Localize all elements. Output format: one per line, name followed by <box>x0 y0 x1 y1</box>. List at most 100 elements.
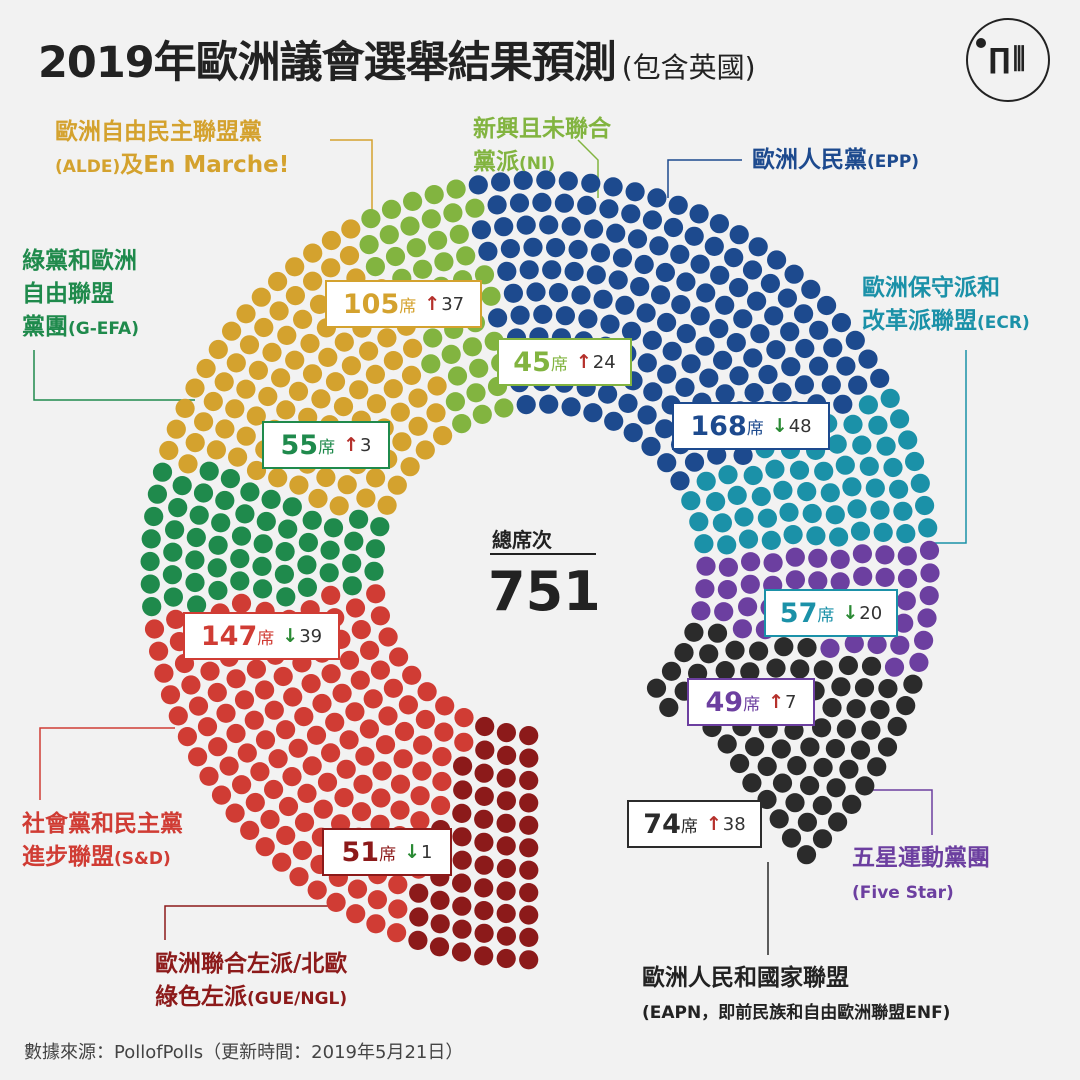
seat-dot-green <box>187 595 207 615</box>
party-abbr: (NI) <box>519 154 556 174</box>
seat-dot-alde <box>236 379 256 399</box>
seat-dot-sd <box>255 837 275 857</box>
seat-dot-epp <box>468 175 488 195</box>
party-name-line2: (Five Star) <box>852 875 990 910</box>
seat-dot-gue <box>452 896 472 916</box>
party-label-green: 綠黨和歐洲 自由聯盟 黨團(G-EFA) <box>22 245 139 346</box>
seat-dot-ecr <box>806 526 826 546</box>
seat-dot-alde <box>159 440 179 461</box>
seat-dot-green <box>208 535 228 555</box>
seat-dot-alde <box>300 333 320 354</box>
seat-dot-epp <box>657 312 677 333</box>
seat-dot-eapn <box>661 661 682 681</box>
seat-dot-eapn <box>684 622 704 642</box>
seat-dot-fivestar <box>875 545 895 565</box>
seat-dot-eapn <box>887 716 907 737</box>
seat-dot-epp <box>709 214 730 234</box>
seat-dot-fivestar <box>808 548 828 568</box>
seat-dot-sd <box>237 743 257 763</box>
seat-dot-sd <box>388 875 408 895</box>
seat-dot-green <box>319 563 339 583</box>
seat-dot-epp <box>690 306 710 326</box>
seat-dot-sd <box>181 675 201 695</box>
seat-dot-epp <box>684 226 704 246</box>
seat-dot-alde <box>277 325 297 345</box>
seat-dot-sd <box>366 584 386 604</box>
seat-dot-gue <box>453 756 473 776</box>
seat-dot-sd <box>334 788 354 808</box>
seat-dot-alde <box>377 495 397 515</box>
seat-dot-gue <box>519 748 539 768</box>
seat-dot-green <box>298 532 318 553</box>
seat-dot-eapn <box>846 699 866 719</box>
seat-dot-sd <box>321 585 341 606</box>
seat-dot-epp <box>760 273 781 294</box>
party-label-eapn: 歐洲人民和國家聯盟 (EAPN，即前民族和自由歐洲聯盟ENF) <box>642 962 950 1030</box>
seat-dot-sd <box>383 678 403 698</box>
seat-dot-ecr <box>898 430 918 450</box>
seat-dot-ni <box>403 191 423 211</box>
seat-dot-alde <box>271 368 291 388</box>
seat-dot-fivestar <box>830 572 850 592</box>
seat-dot-epp <box>662 341 682 361</box>
seat-dot-gue <box>496 858 516 879</box>
seat-dot-ni <box>434 252 454 272</box>
seat-dot-green <box>165 520 185 540</box>
seat-dot-epp <box>564 261 584 282</box>
seat-dot-gue <box>519 770 539 791</box>
seat-dot-eapn <box>855 776 875 796</box>
seat-dot-epp <box>637 353 657 373</box>
seat-dot-ni <box>445 392 465 412</box>
seat-dot-epp <box>577 195 597 215</box>
seat-dot-epp <box>831 313 852 333</box>
seat-dot-fivestar <box>718 557 739 577</box>
seat-dot-green <box>275 542 295 562</box>
seat-box-sd: 147 席 ↓ 39 <box>183 612 340 660</box>
seat-dot-sd <box>363 689 383 709</box>
seat-dot-epp <box>809 320 829 340</box>
seat-dot-eapn <box>749 641 769 661</box>
seat-dot-eapn <box>826 778 846 798</box>
seat-dot-fivestar <box>919 586 939 606</box>
party-name-line2: 自由聯盟 <box>22 281 114 307</box>
seat-dot-epp <box>675 377 695 397</box>
seat-dot-green <box>140 574 160 594</box>
seat-dot-epp <box>590 243 611 263</box>
seat-dot-ni <box>359 235 379 255</box>
seat-dot-sd <box>199 766 219 786</box>
seat-dot-fivestar <box>875 567 895 588</box>
arrow-up-icon: ↑ <box>575 351 592 373</box>
arrow-up-icon: ↑ <box>343 434 360 456</box>
seat-dot-sd <box>302 756 322 776</box>
seat-dot-fivestar <box>852 544 873 564</box>
seat-dot-epp <box>554 193 575 213</box>
party-name-line3: 黨團(G-EFA) <box>22 314 139 340</box>
seat-dot-epp <box>509 193 530 213</box>
seat-dot-epp <box>684 452 705 472</box>
seat-dot-alde <box>206 440 226 460</box>
seat-dot-eapn <box>812 829 833 849</box>
party-name-line1: 新興且未聯合 <box>473 116 611 142</box>
seat-dot-fivestar <box>717 580 738 600</box>
seat-dot-gue <box>452 850 472 870</box>
seat-dot-epp <box>649 236 669 256</box>
seat-dot-fivestar <box>740 574 760 594</box>
seat-dot-ecr <box>876 436 896 456</box>
seat-dot-eapn <box>867 757 887 777</box>
seat-dot-epp <box>707 445 727 465</box>
seat-dot-sd <box>268 749 288 769</box>
seat-dot-epp <box>695 336 715 356</box>
total-seats-value: 751 <box>488 560 601 623</box>
seat-dot-green <box>141 529 161 549</box>
seat-dot-ni <box>421 209 441 229</box>
seat-dot-sd <box>410 811 430 831</box>
seat-dot-epp <box>642 210 663 230</box>
seat-dot-sd <box>188 747 208 767</box>
seat-dot-epp <box>681 354 701 374</box>
party-abbr: (GUE/NGL) <box>247 989 348 1009</box>
seat-dot-eapn <box>787 756 807 776</box>
seat-dot-green <box>323 518 344 538</box>
seat-dot-sd <box>276 825 296 846</box>
seat-dot-epp <box>870 368 890 388</box>
seat-dot-epp <box>503 283 523 303</box>
